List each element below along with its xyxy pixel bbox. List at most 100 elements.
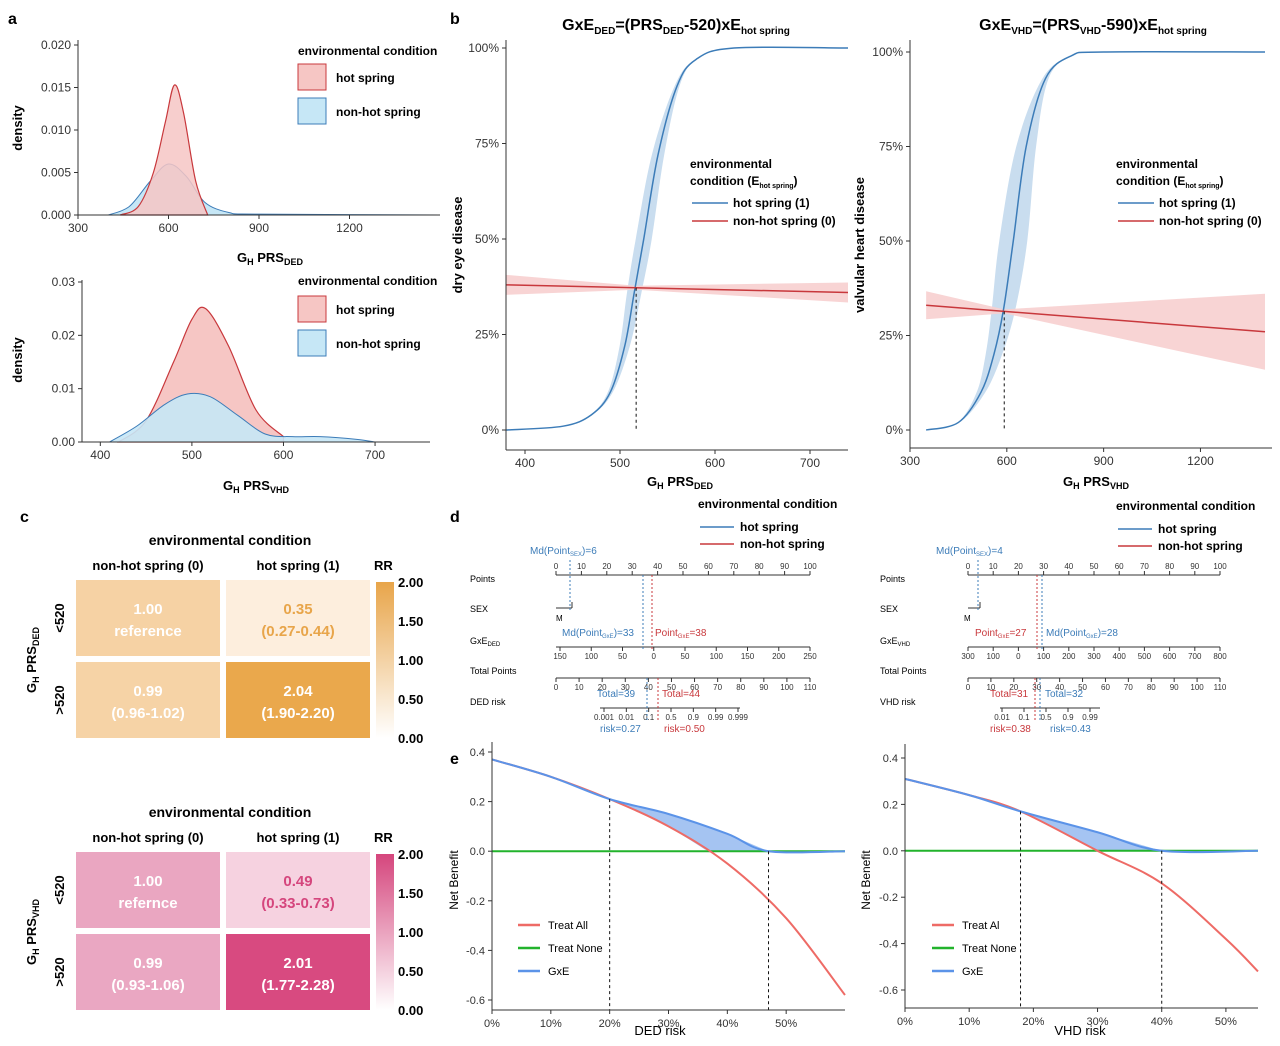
d-right-total-ticklabel-2: 20 bbox=[1009, 683, 1018, 692]
b-right-ylabel: valvular heart disease bbox=[852, 177, 867, 313]
b-left-title: GxEDED=(PRSDED-520)xEhot spring bbox=[562, 17, 790, 37]
a-bottom-x-ticklabel-3: 700 bbox=[365, 448, 385, 462]
c-top-row-axis: GH PRSDED bbox=[24, 627, 41, 693]
d-left-total-ticklabel-7: 70 bbox=[713, 683, 722, 692]
d-right-points-ticklabel-4: 40 bbox=[1064, 562, 1073, 571]
d-left-sex-label: M bbox=[556, 614, 563, 623]
e-right-y-ticklabel-4: -0.4 bbox=[879, 939, 898, 951]
d-left-total-ticklabel-6: 60 bbox=[690, 683, 699, 692]
d-left-risk-ticklabel-5: 0.99 bbox=[708, 713, 724, 722]
d-right-risk-ticklabel-4: 0.99 bbox=[1082, 713, 1098, 722]
d-left-gxe-ticklabel-1: 100 bbox=[585, 652, 599, 661]
d-right-total-ticklabel-1: 10 bbox=[986, 683, 995, 692]
c-bottom-rr-label: RR bbox=[374, 830, 393, 845]
panel-letter-c: c bbox=[20, 509, 29, 526]
d-right-ann-total-blue: Total=32 bbox=[1045, 689, 1084, 700]
d-right-gxe-ticklabel-1: 100 bbox=[987, 652, 1001, 661]
b-left-legend-title-1: environmental bbox=[690, 157, 772, 171]
d-left-ann-point: PointGxE=38 bbox=[655, 628, 707, 640]
d-right-gxe-ticklabel-2: 0 bbox=[1016, 652, 1021, 661]
a-bottom-legend-hot: hot spring bbox=[336, 303, 395, 317]
panel-d-right: environmental condition hot spring non-h… bbox=[880, 499, 1255, 735]
c-bottom-scale-1: 1.50 bbox=[398, 886, 423, 901]
c-bottom-scale-0: 2.00 bbox=[398, 847, 423, 862]
c-top-row-1: >520 bbox=[52, 685, 67, 714]
e-right-y-ticklabel-2: 0.0 bbox=[883, 846, 898, 858]
e-left-x-ticklabel-5: 50% bbox=[775, 1018, 797, 1030]
c-bottom-col-1: hot spring (1) bbox=[256, 830, 339, 845]
a-bottom-legend-nonhot: non-hot spring bbox=[336, 337, 421, 351]
d-right-points-ticklabel-2: 20 bbox=[1014, 562, 1023, 571]
c-bottom-cell-0 bbox=[76, 852, 220, 928]
e-right-x-ticklabel-5: 50% bbox=[1215, 1016, 1237, 1028]
d-left-total-ticklabel-5: 50 bbox=[667, 683, 676, 692]
c-top-col-0: non-hot spring (0) bbox=[92, 558, 203, 573]
b-right-x-ticklabel-2: 900 bbox=[1094, 454, 1114, 468]
d-left-total-ticklabel-0: 0 bbox=[554, 683, 559, 692]
panel-b-left: GxEDED=(PRSDED-520)xEhot spring 400 500 60… bbox=[450, 17, 849, 491]
b-right-y-ticklabel-2: 50% bbox=[879, 234, 903, 248]
c-bottom-cell-0-ci: refernce bbox=[118, 895, 177, 912]
e-right-y-ticklabel-1: 0.2 bbox=[883, 799, 898, 811]
a-top-legend-hot-swatch bbox=[297, 63, 327, 91]
d-left-legend-nonhot: non-hot spring bbox=[740, 537, 825, 551]
e-right-x-ticklabel-4: 40% bbox=[1151, 1016, 1173, 1028]
d-left-gxe-ticklabel-3: 0 bbox=[652, 652, 657, 661]
c-top-cell-3-ci: (1.90-2.20) bbox=[261, 705, 334, 722]
b-left-hot-line bbox=[505, 46, 849, 431]
a-top-legend-nonhot: non-hot spring bbox=[336, 105, 421, 119]
b-left-xlabel: GH PRSDED bbox=[647, 474, 713, 491]
d-left-points-ticklabel-10: 100 bbox=[803, 562, 817, 571]
b-left-ylabel: dry eye disease bbox=[450, 197, 465, 294]
b-right-legend-hot: hot spring (1) bbox=[1159, 196, 1236, 210]
d-right-points-ticklabel-3: 30 bbox=[1039, 562, 1048, 571]
d-left-risk-ticklabel-2: 0.1 bbox=[643, 713, 655, 722]
e-left-xlabel: DED risk bbox=[634, 1023, 686, 1038]
c-bottom-row-0: <520 bbox=[52, 875, 67, 904]
e-left-y-ticklabel-0: 0.4 bbox=[470, 747, 485, 759]
b-left-legend-nonhot: non-hot spring (0) bbox=[733, 214, 836, 228]
b-left-y-ticklabel-3: 75% bbox=[475, 137, 499, 151]
e-right-y-ticklabel-3: -0.2 bbox=[879, 892, 898, 904]
b-right-title: GxEVHD=(PRSVHD-590)xEhot spring bbox=[979, 17, 1207, 37]
d-left-row-gxe: GxEDED bbox=[470, 636, 501, 648]
e-left-gxe-line bbox=[491, 758, 846, 854]
e-left-benefit-area bbox=[609, 799, 769, 852]
b-right-y-ticklabel-3: 75% bbox=[879, 140, 903, 154]
c-top-col-1: hot spring (1) bbox=[256, 558, 339, 573]
e-left-x-ticklabel-2: 20% bbox=[599, 1018, 621, 1030]
d-right-gxe-ticklabel-10: 800 bbox=[1213, 652, 1227, 661]
e-right-gxe-line bbox=[904, 777, 1259, 854]
d-left-total-ticklabel-10: 100 bbox=[780, 683, 794, 692]
e-right-x-ticklabel-2: 20% bbox=[1022, 1016, 1044, 1028]
e-right-treat-all-line bbox=[904, 777, 1259, 973]
panel-c-bottom: environmental condition non-hot spring (… bbox=[24, 804, 423, 1018]
c-bottom-cell-2-value: 0.99 bbox=[133, 955, 162, 972]
b-right-nonhot-line bbox=[926, 304, 1266, 333]
a-bottom-ylabel: density bbox=[10, 336, 25, 382]
e-right-y-ticklabel-0: 0.4 bbox=[883, 753, 898, 765]
a-top-legend-title: environmental condition bbox=[298, 44, 437, 58]
d-left-total-ticklabel-2: 20 bbox=[598, 683, 607, 692]
a-top-x-ticklabel-2: 900 bbox=[249, 221, 269, 235]
panel-d-left: environmental condition hot spring non-h… bbox=[470, 497, 837, 735]
b-left-x-ticklabel-2: 600 bbox=[705, 456, 725, 470]
d-right-risk-ticklabel-3: 0.9 bbox=[1062, 713, 1074, 722]
panel-e-right: 0% 10% 20% 30% 40% 50% 0.4 0.2 0.0 -0.2 -0.4 -0.6 N… bbox=[859, 744, 1259, 1038]
panel-a-bottom: 400 500 600 700 0.00 0.01 0.02 0.03 density GH … bbox=[10, 274, 437, 495]
d-left-row-total: Total Points bbox=[470, 666, 517, 676]
b-left-x-ticklabel-1: 500 bbox=[610, 456, 630, 470]
c-bottom-cell-3-value: 2.01 bbox=[283, 955, 312, 972]
e-left-ylabel: Net Benefit bbox=[447, 850, 461, 910]
c-top-scale-3: 0.50 bbox=[398, 692, 423, 707]
c-top-cell-1-value: 0.35 bbox=[283, 601, 312, 618]
c-bottom-scale-3: 0.50 bbox=[398, 964, 423, 979]
d-left-total-ticklabel-1: 10 bbox=[575, 683, 584, 692]
d-left-ann-sex: Md(PointSEX)=6 bbox=[530, 546, 597, 558]
d-left-row-sex: SEX bbox=[470, 604, 488, 614]
c-bottom-cell-2 bbox=[76, 934, 220, 1010]
b-right-legend-title-1: environmental bbox=[1116, 157, 1198, 171]
panel-b-right: GxEVHD=(PRSVHD-590)xEhot spring 300 600 90… bbox=[852, 17, 1272, 491]
d-right-total-ticklabel-3: 30 bbox=[1032, 683, 1041, 692]
d-left-points-ticklabel-2: 20 bbox=[602, 562, 611, 571]
